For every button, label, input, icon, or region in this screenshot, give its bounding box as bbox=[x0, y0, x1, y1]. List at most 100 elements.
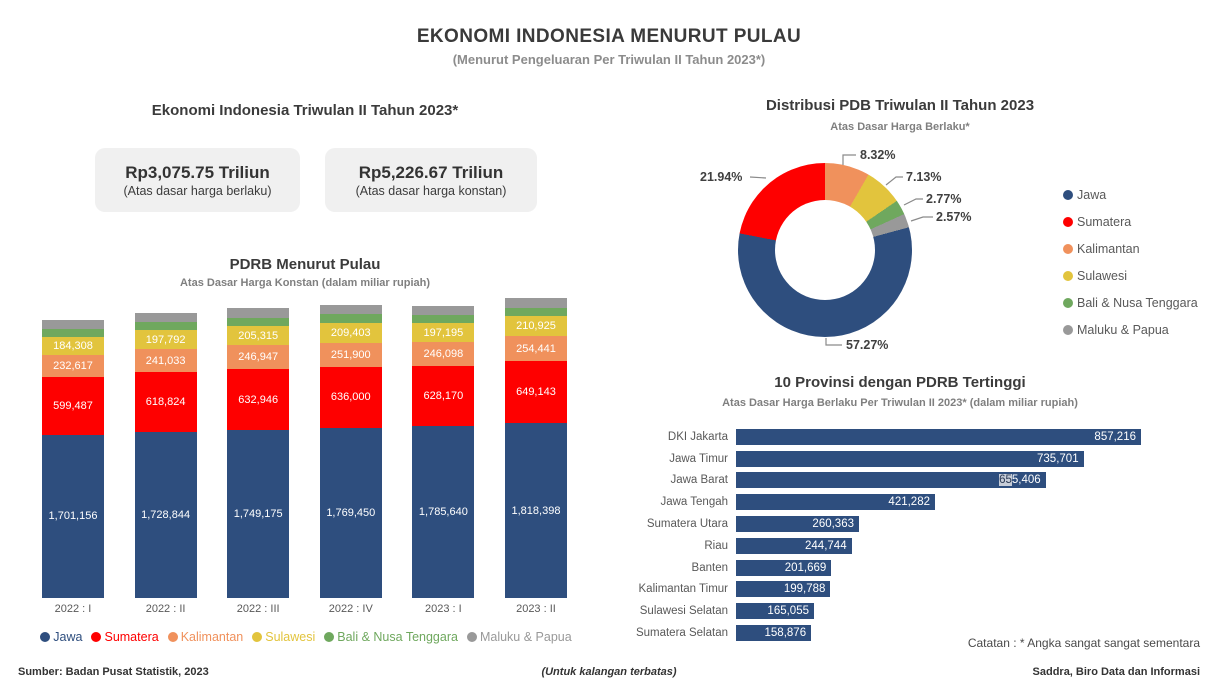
segment-sulawesi: 197,195 bbox=[412, 323, 475, 343]
stacked-chart-title: PDRB Menurut Pulau bbox=[229, 256, 381, 273]
donut-legend: Jawa Sumatera Kalimantan Sulawesi Bali & Nus… bbox=[1063, 185, 1198, 339]
donut-legend-item-bali-nusa-tenggara: Bali & Nusa Tenggara bbox=[1063, 293, 1198, 312]
hbar-row-jawa-timur: Jawa Timur 735,701 bbox=[633, 448, 1193, 470]
hbar-category-label: Banten bbox=[691, 561, 728, 574]
donut-legend-item-sumatera: Sumatera bbox=[1063, 212, 1198, 231]
hbar-bar: 201,669 bbox=[736, 559, 832, 576]
segment-kalimantan: 246,947 bbox=[227, 345, 290, 370]
segment-jawa: 1,818,398 bbox=[504, 423, 567, 598]
segment-sumatera: 636,000 bbox=[319, 366, 382, 428]
segment-kalimantan: 241,033 bbox=[134, 349, 197, 373]
legend-label: Bali & Nusa Tenggara bbox=[337, 630, 458, 644]
legend-dot bbox=[1063, 297, 1073, 308]
segment-sulawesi: 205,315 bbox=[227, 325, 290, 346]
stacked-bar-2022:I: 1,701,156 599,487 232,617 184,308 bbox=[42, 320, 104, 598]
legend-label: Kalimantan bbox=[1077, 241, 1140, 256]
legend-dot bbox=[1063, 216, 1073, 227]
hbar-category-label: Jawa Barat bbox=[670, 474, 728, 487]
segment-kalimantan: 254,441 bbox=[504, 336, 567, 361]
segment-jawa: 1,769,450 bbox=[319, 427, 382, 598]
segment-bali-nusa-tenggara bbox=[134, 322, 197, 331]
legend-label: Jawa bbox=[53, 630, 83, 644]
legend-item-sulawesi: Sulawesi bbox=[252, 630, 315, 644]
hbar-bar: 735,701 bbox=[736, 450, 1084, 467]
hbar-bar: 260,363 bbox=[736, 516, 859, 533]
donut-chart: 8.32% 7.13% 2.77% 2.57% 57.27% 21.94% bbox=[690, 140, 1000, 372]
hbar-value-label: 165,055 bbox=[767, 605, 809, 618]
x-axis-label: 2022 : III bbox=[236, 603, 280, 615]
legend-label: Jawa bbox=[1077, 187, 1107, 202]
donut-label-kalimantan: 8.32% bbox=[860, 148, 896, 162]
segment-bali-nusa-tenggara bbox=[227, 317, 290, 326]
hbar-value-label: 260,363 bbox=[812, 518, 854, 531]
hbar-bar: 421,282 bbox=[736, 494, 935, 511]
stacked-bar-2023:II: 1,818,398 649,143 254,441 210,925 bbox=[504, 297, 567, 598]
hbar-category-label: DKI Jakarta bbox=[667, 430, 728, 443]
summary-title: Ekonomi Indonesia Triwulan II Tahun 2023… bbox=[151, 102, 459, 119]
hbar-value-label: 244,744 bbox=[805, 539, 847, 552]
segment-maluku-papua bbox=[134, 312, 197, 323]
legend-dot bbox=[1063, 270, 1073, 281]
donut-label-sumatera: 21.94% bbox=[700, 170, 743, 184]
hbar-row-dki-jakarta: DKI Jakarta 857,216 bbox=[633, 426, 1193, 448]
segment-jawa: 1,749,175 bbox=[227, 429, 290, 598]
stat-caption: (Atas dasar harga konstan) bbox=[355, 183, 507, 198]
legend-item-kalimantan: Kalimantan bbox=[167, 630, 243, 644]
donut-chart-subtitle: Atas Dasar Harga Berlaku* bbox=[830, 121, 970, 133]
donut-hole bbox=[775, 200, 875, 300]
stacked-bar-2022:II: 1,728,844 618,824 241,033 197,792 bbox=[134, 312, 197, 598]
segment-maluku-papua bbox=[42, 320, 104, 330]
legend-label: Bali & Nusa Tenggara bbox=[1077, 295, 1198, 310]
stat-value: Rp3,075.75 Triliun bbox=[125, 162, 270, 182]
hbar-row-sulawesi-selatan: Sulawesi Selatan 165,055 bbox=[633, 600, 1193, 622]
legend-label: Maluku & Papua bbox=[479, 630, 572, 644]
hbar-row-sumatera-utara: Sumatera Utara 260,363 bbox=[633, 513, 1193, 535]
legend-dot bbox=[167, 632, 178, 642]
legend-dot bbox=[324, 632, 335, 642]
donut-label-jawa: 57.27% bbox=[846, 338, 889, 352]
footer-distribution: (Untuk kalangan terbatas) bbox=[541, 666, 677, 678]
hbar-bar: 199,788 bbox=[736, 581, 831, 598]
legend-label: Maluku & Papua bbox=[1077, 322, 1169, 337]
stacked-x-axis: 2022 : I 2022 : II 2022 : III 2022 : IV 2023… bbox=[42, 603, 567, 615]
hbar-value-label: 857,216 bbox=[1094, 430, 1136, 443]
segment-jawa: 1,785,640 bbox=[412, 426, 475, 598]
segment-sumatera: 632,946 bbox=[227, 369, 290, 430]
segment-sulawesi: 210,925 bbox=[504, 316, 567, 337]
hbar-plot: DKI Jakarta 857,216 Jawa Timur 735,701 Jawa … bbox=[633, 426, 1193, 644]
hbar-category-label: Jawa Timur bbox=[669, 452, 728, 465]
donut-legend-item-maluku-papua: Maluku & Papua bbox=[1063, 320, 1198, 339]
stacked-chart-subtitle: Atas Dasar Harga Konstan (dalam miliar r… bbox=[179, 277, 430, 289]
stat-caption: (Atas dasar harga berlaku) bbox=[123, 183, 272, 198]
legend-item-bali-nusa-tenggara: Bali & Nusa Tenggara bbox=[324, 630, 458, 644]
segment-maluku-papua bbox=[227, 308, 290, 318]
hbar-bar: 158,876 bbox=[736, 625, 812, 642]
segment-maluku-papua bbox=[504, 297, 567, 308]
page-title: EKONOMI INDONESIA MENURUT PULAU bbox=[416, 26, 802, 47]
donut-legend-item-kalimantan: Kalimantan bbox=[1063, 239, 1198, 258]
x-axis-label: 2022 : I bbox=[54, 603, 92, 615]
legend-item-maluku-papua: Maluku & Papua bbox=[466, 630, 572, 644]
donut-chart-title: Distribusi PDB Triwulan II Tahun 2023 bbox=[765, 97, 1035, 114]
segment-bali-nusa-tenggara bbox=[504, 307, 567, 317]
segment-sulawesi: 184,308 bbox=[42, 336, 104, 355]
stacked-bar-2022:III: 1,749,175 632,946 246,947 205,315 bbox=[227, 308, 290, 598]
segment-sumatera: 599,487 bbox=[42, 376, 104, 435]
hbar-chart-subtitle: Atas Dasar Harga Berlaku Per Triwulan II… bbox=[722, 397, 1078, 409]
segment-jawa: 1,728,844 bbox=[134, 431, 197, 598]
footer-source: Sumber: Badan Pusat Statistik, 2023 bbox=[18, 666, 209, 678]
hbar-category-label: Sulawesi Selatan bbox=[639, 605, 728, 618]
hbar-value-label: 735,701 bbox=[1037, 452, 1079, 465]
legend-item-sumatera: Sumatera bbox=[91, 630, 159, 644]
segment-maluku-papua bbox=[319, 304, 382, 315]
hbar-category-label: Riau bbox=[704, 539, 728, 552]
hbar-value-label: 201,669 bbox=[784, 561, 827, 574]
legend-dot bbox=[466, 632, 477, 642]
hbar-value-label: 421,282 bbox=[888, 496, 930, 509]
hbar-category-label: Jawa Tengah bbox=[660, 496, 728, 509]
legend-item-jawa: Jawa bbox=[40, 630, 82, 644]
segment-bali-nusa-tenggara bbox=[412, 315, 475, 324]
page-subtitle: (Menurut Pengeluaran Per Triwulan II Tah… bbox=[452, 52, 766, 67]
legend-label: Sulawesi bbox=[1077, 268, 1128, 283]
